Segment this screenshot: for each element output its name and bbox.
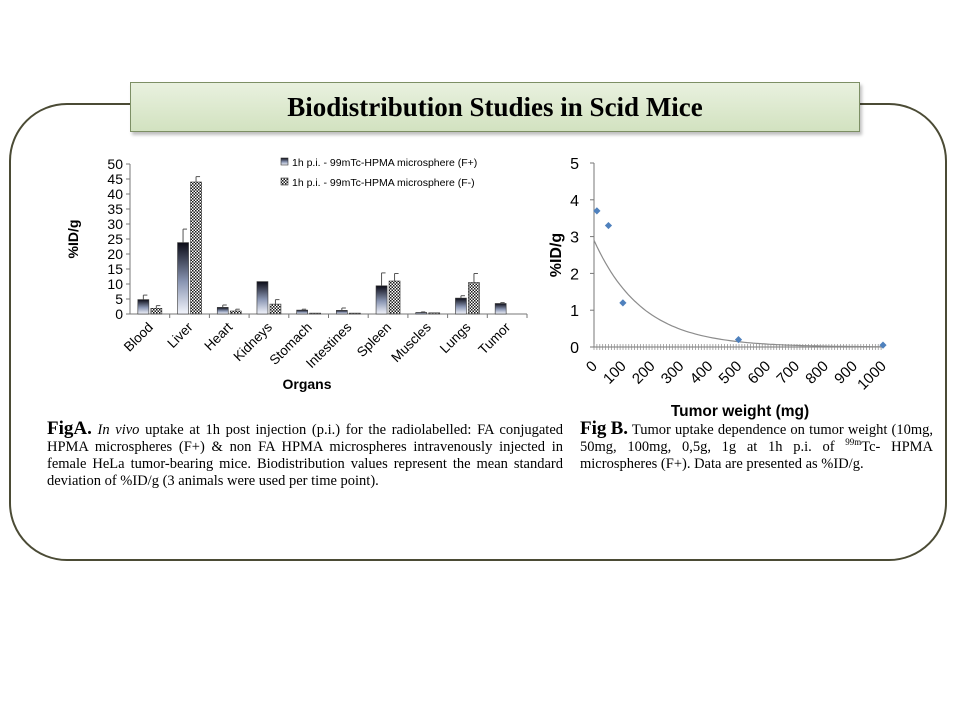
legend-swatch xyxy=(280,157,289,166)
x-tick-label: 700 xyxy=(773,358,803,388)
data-point xyxy=(604,221,613,230)
y-tick-label: 45 xyxy=(107,171,123,187)
x-tick-label: 600 xyxy=(745,358,775,388)
y-tick-label: 4 xyxy=(570,193,579,210)
data-point xyxy=(593,207,601,215)
data-point xyxy=(619,299,627,307)
x-tick-label: 100 xyxy=(600,358,630,388)
slide-title: Biodistribution Studies in Scid Mice xyxy=(287,91,703,122)
y-axis-title: %ID/g xyxy=(65,220,81,259)
caption-a-italic: In vivo xyxy=(97,422,140,438)
caption-b-sup: 99m xyxy=(845,437,862,448)
x-tick-label: 400 xyxy=(687,358,717,388)
x-tick-label: 1000 xyxy=(854,358,890,394)
caption-b-text-1: Tumor uptake dependence on tumor weight … xyxy=(580,422,934,455)
caption-b-text-2: Tc- HPMA microspheres (F+). Data are pre… xyxy=(580,439,933,472)
y-tick-label: 35 xyxy=(107,201,123,217)
caption-a-fig: Fig xyxy=(47,418,74,439)
y-tick-label: 2 xyxy=(570,266,579,283)
slide-frame xyxy=(9,103,947,561)
x-axis-title: Organs xyxy=(282,376,331,392)
y-tick-label: 30 xyxy=(107,216,123,232)
trendline xyxy=(593,240,883,348)
legend-swatch xyxy=(280,177,289,186)
x-tick-label: 300 xyxy=(658,358,688,388)
caption-a-text: uptake at 1h post injection (p.i.) for t… xyxy=(47,422,564,489)
bar-fminus xyxy=(428,312,441,315)
y-tick-label: 15 xyxy=(107,261,123,277)
bar-fminus xyxy=(309,312,321,315)
data-point xyxy=(879,341,887,349)
legend-label: 1h p.i. - 99mTc-HPMA microsphere (F+) xyxy=(292,157,477,169)
y-tick-label: 20 xyxy=(107,246,123,262)
y-tick-label: 50 xyxy=(107,156,123,172)
y-tick-label: 0 xyxy=(570,340,579,357)
legend-label: 1h p.i. - 99mTc-HPMA microsphere (F-) xyxy=(292,177,475,189)
x-tick-label: 800 xyxy=(802,358,832,388)
x-axis-title: Tumor weight (mg) xyxy=(671,403,809,420)
y-tick-label: 40 xyxy=(107,186,123,202)
x-tick-label: 0 xyxy=(583,358,601,376)
bar-fplus xyxy=(256,281,269,315)
caption-fig-a: FigA. In vivo uptake at 1h post injectio… xyxy=(47,418,564,490)
y-tick-label: 10 xyxy=(107,276,123,292)
y-tick-label: 5 xyxy=(115,291,123,307)
y-tick-label: 5 xyxy=(570,156,579,173)
y-axis-title: %ID/g xyxy=(548,233,565,277)
x-tick-label: 200 xyxy=(629,358,659,388)
caption-a-letter: A. xyxy=(73,418,92,439)
bar-fminus xyxy=(349,312,361,315)
x-tick-label: 500 xyxy=(716,358,746,388)
data-point xyxy=(734,336,743,344)
caption-fig-b: Fig B. Tumor uptake dependence on tumor … xyxy=(580,418,934,473)
y-tick-label: 25 xyxy=(107,231,123,247)
caption-b-fig: Fig xyxy=(580,418,607,439)
y-tick-label: 0 xyxy=(115,306,123,322)
title-banner: Biodistribution Studies in Scid Mice xyxy=(130,82,860,132)
y-tick-label: 1 xyxy=(570,303,579,320)
caption-b-letter: B. xyxy=(610,418,628,439)
y-tick-label: 3 xyxy=(570,230,579,247)
